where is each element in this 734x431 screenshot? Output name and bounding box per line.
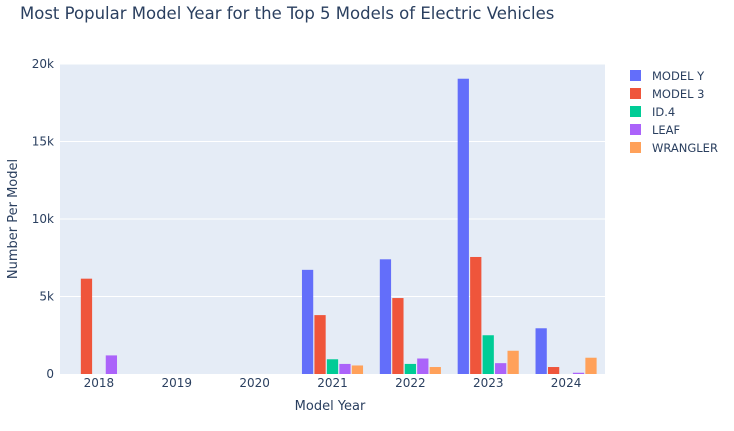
x-axis-title: Model Year: [295, 399, 366, 414]
bar-id-4-2021[interactable]: [326, 359, 339, 374]
bar-leaf-2021[interactable]: [339, 363, 351, 374]
bar-model-y-2023[interactable]: [457, 78, 469, 374]
legend[interactable]: MODEL Y MODEL 3 ID.4 LEAF WRANGLER: [630, 69, 718, 155]
y-tick-label: 20k: [32, 57, 54, 71]
legend-swatch: [630, 124, 641, 135]
x-tick-label: 2024: [551, 376, 582, 390]
x-tick-label: 2022: [395, 376, 426, 390]
legend-swatch: [630, 106, 641, 117]
bars: [80, 78, 597, 375]
bar-wrangler-2022[interactable]: [429, 367, 441, 374]
gridlines: [60, 63, 605, 297]
legend-item-wrangler[interactable]: WRANGLER: [630, 141, 718, 155]
legend-swatch: [630, 88, 641, 99]
bar-wrangler-2024[interactable]: [585, 357, 597, 374]
legend-label: MODEL Y: [652, 69, 705, 83]
legend-item-leaf[interactable]: LEAF: [630, 123, 680, 137]
bar-leaf-2024[interactable]: [572, 372, 585, 374]
legend-swatch: [630, 142, 641, 153]
bar-leaf-2023[interactable]: [495, 363, 507, 374]
bar-model-3-2021[interactable]: [314, 315, 326, 374]
bar-id-4-2023[interactable]: [482, 335, 494, 374]
bar-leaf-2022[interactable]: [417, 358, 429, 375]
y-tick-label: 10k: [32, 212, 54, 226]
bar-model-y-2024[interactable]: [535, 328, 547, 374]
legend-label: WRANGLER: [652, 141, 718, 155]
x-tick-label: 2018: [84, 376, 115, 390]
y-tick-label: 0: [46, 367, 54, 381]
legend-item-model-y[interactable]: MODEL Y: [630, 69, 705, 83]
bar-model-3-2024[interactable]: [547, 367, 560, 374]
bar-model-3-2022[interactable]: [392, 298, 404, 374]
x-tick-label: 2019: [162, 376, 193, 390]
bar-model-y-2022[interactable]: [379, 259, 392, 374]
legend-label: ID.4: [652, 105, 675, 119]
legend-item-id-4[interactable]: ID.4: [630, 105, 675, 119]
legend-label: LEAF: [652, 123, 680, 137]
bar-model-3-2023[interactable]: [470, 256, 482, 374]
y-tick-label: 15k: [32, 135, 54, 149]
x-tick-label: 2020: [239, 376, 270, 390]
y-tick-label: 5k: [39, 290, 54, 304]
bar-leaf-2018[interactable]: [105, 355, 118, 374]
legend-item-model-3[interactable]: MODEL 3: [630, 87, 704, 101]
tick-labels: 0 5k 10k 15k 20k 2018 2019 2020 2021 2022 2023 2024: [32, 57, 582, 390]
legend-label: MODEL 3: [652, 87, 704, 101]
x-tick-label: 2021: [317, 376, 348, 390]
bar-id-4-2022[interactable]: [404, 363, 416, 374]
y-axis-title: Number Per Model: [6, 159, 21, 279]
legend-swatch: [630, 70, 641, 81]
bar-model-y-2021[interactable]: [301, 269, 314, 374]
chart-title: Most Popular Model Year for the Top 5 Mo…: [20, 4, 554, 23]
bar-wrangler-2021[interactable]: [351, 365, 364, 374]
bar-wrangler-2023[interactable]: [507, 350, 519, 374]
bar-model-3-2018[interactable]: [80, 278, 93, 374]
x-tick-label: 2023: [473, 376, 504, 390]
